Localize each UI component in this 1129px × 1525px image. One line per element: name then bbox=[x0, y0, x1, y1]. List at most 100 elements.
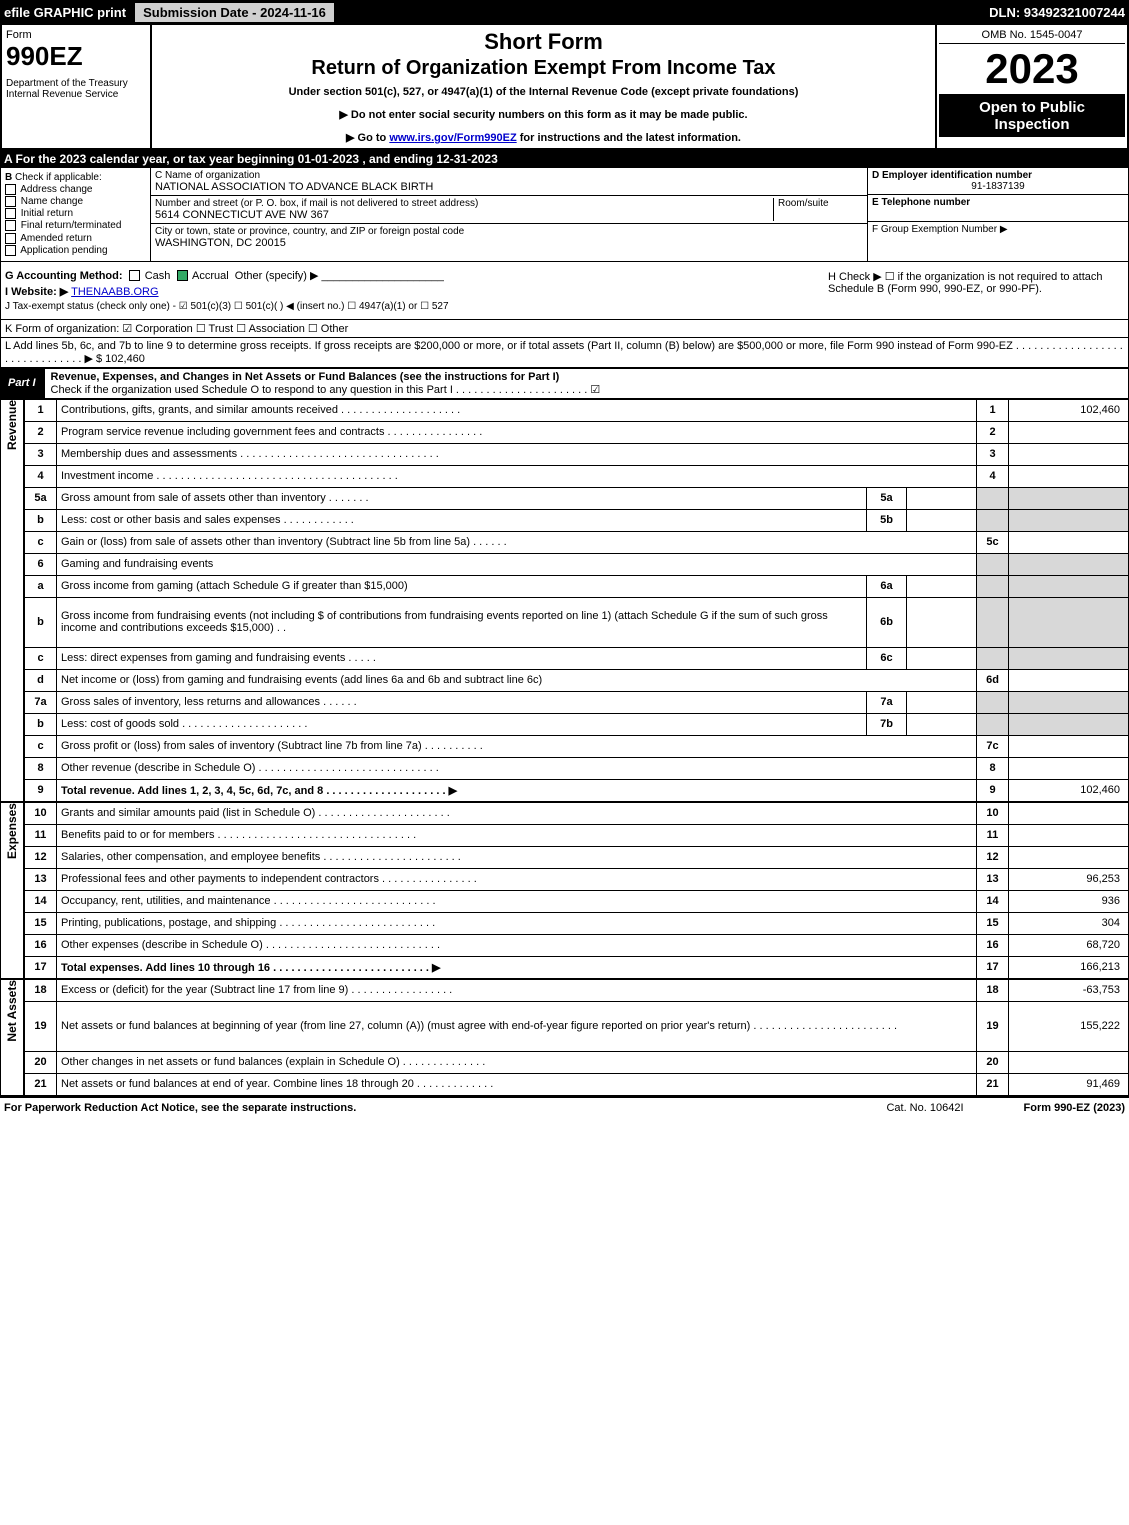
row-j: J Tax-exempt status (check only one) - ☑… bbox=[5, 301, 824, 312]
city: WASHINGTON, DC 20015 bbox=[155, 237, 863, 249]
website-label: I Website: ▶ bbox=[5, 286, 68, 298]
ein: 91-1837139 bbox=[872, 181, 1124, 192]
netassets-section: Net Assets 18Excess or (deficit) for the… bbox=[0, 979, 1129, 1096]
checkbox-name-change[interactable]: Name change bbox=[5, 196, 146, 207]
room-label: Room/suite bbox=[778, 198, 863, 209]
footer: For Paperwork Reduction Act Notice, see … bbox=[0, 1096, 1129, 1118]
tax-year: 2023 bbox=[939, 44, 1125, 95]
accrual-checkbox[interactable] bbox=[177, 270, 188, 281]
line-15: 15Printing, publications, postage, and s… bbox=[25, 912, 1129, 934]
part1-header: Part I Revenue, Expenses, and Changes in… bbox=[0, 368, 1129, 399]
line-b: bLess: cost or other basis and sales exp… bbox=[25, 509, 1129, 531]
checkbox-application-pending[interactable]: Application pending bbox=[5, 245, 146, 256]
column-c: C Name of organization NATIONAL ASSOCIAT… bbox=[151, 168, 868, 261]
other-specify-label: Other (specify) ▶ bbox=[235, 270, 319, 282]
column-de: D Employer identification number 91-1837… bbox=[868, 168, 1128, 261]
netassets-table: 18Excess or (deficit) for the year (Subt… bbox=[24, 979, 1129, 1096]
line-8: 8Other revenue (describe in Schedule O) … bbox=[25, 757, 1129, 779]
phone-label: E Telephone number bbox=[872, 197, 1124, 208]
cash-checkbox[interactable] bbox=[129, 270, 140, 281]
city-label: City or town, state or province, country… bbox=[155, 226, 863, 237]
part1-title-wrap: Revenue, Expenses, and Changes in Net As… bbox=[44, 368, 1129, 399]
line-9: 9Total revenue. Add lines 1, 2, 3, 4, 5c… bbox=[25, 779, 1129, 801]
line-b: bLess: cost of goods sold . . . . . . . … bbox=[25, 713, 1129, 735]
line-b: bGross income from fundraising events (n… bbox=[25, 597, 1129, 647]
row-l: L Add lines 5b, 6c, and 7b to line 9 to … bbox=[0, 338, 1129, 368]
part1-title: Revenue, Expenses, and Changes in Net As… bbox=[51, 371, 560, 383]
row-a-tax-year: A For the 2023 calendar year, or tax yea… bbox=[0, 150, 1129, 168]
line-c: cGross profit or (loss) from sales of in… bbox=[25, 735, 1129, 757]
line-4: 4Investment income . . . . . . . . . . .… bbox=[25, 465, 1129, 487]
header-right: OMB No. 1545-0047 2023 Open to Public In… bbox=[937, 25, 1127, 148]
row-i: I Website: ▶ THENAABB.ORG bbox=[5, 285, 824, 298]
footer-cat: Cat. No. 10642I bbox=[886, 1102, 963, 1114]
line-10: 10Grants and similar amounts paid (list … bbox=[25, 802, 1129, 824]
line-19: 19Net assets or fund balances at beginni… bbox=[25, 1001, 1129, 1051]
expenses-table: 10Grants and similar amounts paid (list … bbox=[24, 802, 1129, 979]
row-l-text: L Add lines 5b, 6c, and 7b to line 9 to … bbox=[5, 340, 1123, 365]
line-c: cGain or (loss) from sale of assets othe… bbox=[25, 531, 1129, 553]
line-6: 6Gaming and fundraising events bbox=[25, 553, 1129, 575]
line-14: 14Occupancy, rent, utilities, and mainte… bbox=[25, 890, 1129, 912]
footer-left: For Paperwork Reduction Act Notice, see … bbox=[4, 1102, 356, 1114]
section-bcde: B Check if applicable: Address change Na… bbox=[0, 168, 1129, 262]
line-20: 20Other changes in net assets or fund ba… bbox=[25, 1051, 1129, 1073]
checkbox-initial-return[interactable]: Initial return bbox=[5, 208, 146, 219]
line-11: 11Benefits paid to or for members . . . … bbox=[25, 824, 1129, 846]
checkbox-address-change[interactable]: Address change bbox=[5, 184, 146, 195]
column-b: B Check if applicable: Address change Na… bbox=[1, 168, 151, 261]
header-center: Short Form Return of Organization Exempt… bbox=[152, 25, 937, 148]
notice-pre: ▶ Go to bbox=[346, 132, 389, 144]
line-d: dNet income or (loss) from gaming and fu… bbox=[25, 669, 1129, 691]
open-to-public: Open to Public Inspection bbox=[939, 95, 1125, 137]
irs-label: Internal Revenue Service bbox=[6, 89, 146, 100]
main-title: Return of Organization Exempt From Incom… bbox=[156, 57, 931, 80]
col-b-label: Check if applicable: bbox=[15, 172, 102, 183]
acct-method-label: G Accounting Method: bbox=[5, 270, 123, 282]
expenses-section: Expenses 10Grants and similar amounts pa… bbox=[0, 802, 1129, 979]
revenue-table: 1Contributions, gifts, grants, and simil… bbox=[24, 399, 1129, 802]
line-a: aGross income from gaming (attach Schedu… bbox=[25, 575, 1129, 597]
line-7a: 7aGross sales of inventory, less returns… bbox=[25, 691, 1129, 713]
line-1: 1Contributions, gifts, grants, and simil… bbox=[25, 399, 1129, 421]
checkbox-final-return-terminated[interactable]: Final return/terminated bbox=[5, 220, 146, 231]
revenue-section: Revenue 1Contributions, gifts, grants, a… bbox=[0, 399, 1129, 802]
top-bar: efile GRAPHIC print Submission Date - 20… bbox=[0, 0, 1129, 25]
dln: DLN: 93492321007244 bbox=[989, 5, 1125, 20]
footer-form: Form 990-EZ (2023) bbox=[1024, 1102, 1125, 1114]
line-12: 12Salaries, other compensation, and empl… bbox=[25, 846, 1129, 868]
subtitle: Under section 501(c), 527, or 4947(a)(1)… bbox=[156, 86, 931, 98]
name-label: C Name of organization bbox=[155, 170, 863, 181]
line-13: 13Professional fees and other payments t… bbox=[25, 868, 1129, 890]
notice-post: for instructions and the latest informat… bbox=[517, 132, 741, 144]
efile-label: efile GRAPHIC print bbox=[4, 5, 126, 20]
line-c: cLess: direct expenses from gaming and f… bbox=[25, 647, 1129, 669]
revenue-vlabel: Revenue bbox=[0, 399, 24, 802]
accrual-label: Accrual bbox=[192, 270, 229, 282]
part1-check-line: Check if the organization used Schedule … bbox=[51, 384, 601, 396]
line-17: 17Total expenses. Add lines 10 through 1… bbox=[25, 956, 1129, 978]
form-word: Form bbox=[6, 29, 146, 41]
form-header: Form 990EZ Department of the Treasury In… bbox=[0, 25, 1129, 150]
org-name: NATIONAL ASSOCIATION TO ADVANCE BLACK BI… bbox=[155, 181, 863, 193]
irs-link[interactable]: www.irs.gov/Form990EZ bbox=[389, 132, 516, 144]
row-h: H Check ▶ ☐ if the organization is not r… bbox=[824, 266, 1124, 315]
cash-label: Cash bbox=[145, 270, 171, 282]
line-16: 16Other expenses (describe in Schedule O… bbox=[25, 934, 1129, 956]
dept: Department of the Treasury bbox=[6, 78, 146, 89]
line-18: 18Excess or (deficit) for the year (Subt… bbox=[25, 979, 1129, 1001]
notice-ssn: ▶ Do not enter social security numbers o… bbox=[156, 108, 931, 121]
part1-tab: Part I bbox=[0, 375, 44, 391]
group-exemption-label: F Group Exemption Number ▶ bbox=[872, 224, 1124, 235]
row-g: G Accounting Method: Cash Accrual Other … bbox=[5, 269, 824, 282]
street: 5614 CONNECTICUT AVE NW 367 bbox=[155, 209, 773, 221]
street-label: Number and street (or P. O. box, if mail… bbox=[155, 198, 773, 209]
expenses-vlabel: Expenses bbox=[0, 802, 24, 979]
line-5a: 5aGross amount from sale of assets other… bbox=[25, 487, 1129, 509]
short-form-title: Short Form bbox=[156, 29, 931, 55]
checkbox-amended-return[interactable]: Amended return bbox=[5, 233, 146, 244]
notice-goto: ▶ Go to www.irs.gov/Form990EZ for instru… bbox=[156, 131, 931, 144]
submission-date: Submission Date - 2024-11-16 bbox=[134, 2, 335, 23]
website-link[interactable]: THENAABB.ORG bbox=[71, 286, 158, 298]
ein-label: D Employer identification number bbox=[872, 170, 1124, 181]
